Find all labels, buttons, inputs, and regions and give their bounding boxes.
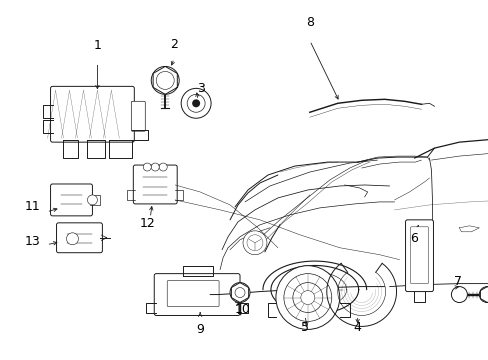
Circle shape [181, 88, 211, 118]
Circle shape [229, 283, 249, 302]
Text: 2: 2 [170, 37, 178, 50]
Circle shape [159, 163, 167, 171]
Circle shape [151, 163, 159, 171]
Text: 8: 8 [305, 15, 313, 28]
Circle shape [187, 94, 204, 112]
Circle shape [246, 235, 263, 251]
Circle shape [478, 287, 488, 302]
FancyBboxPatch shape [50, 86, 134, 142]
Circle shape [275, 266, 339, 329]
FancyBboxPatch shape [167, 280, 219, 306]
Circle shape [192, 99, 200, 107]
Text: 6: 6 [410, 232, 418, 245]
Text: 7: 7 [453, 275, 462, 288]
Text: 5: 5 [300, 321, 308, 334]
Circle shape [143, 163, 151, 171]
FancyBboxPatch shape [133, 165, 177, 204]
Circle shape [87, 195, 97, 205]
Circle shape [235, 288, 244, 298]
Text: 9: 9 [196, 323, 203, 337]
Circle shape [292, 283, 322, 312]
Circle shape [156, 71, 174, 89]
Circle shape [300, 291, 314, 305]
Text: 4: 4 [353, 321, 361, 334]
Circle shape [151, 67, 179, 94]
Text: 12: 12 [139, 217, 155, 230]
Circle shape [284, 274, 331, 321]
FancyBboxPatch shape [405, 220, 432, 292]
Text: 13: 13 [25, 235, 41, 248]
Circle shape [66, 233, 78, 245]
Text: 3: 3 [197, 82, 204, 95]
Circle shape [243, 231, 266, 255]
FancyBboxPatch shape [50, 184, 92, 216]
FancyBboxPatch shape [410, 227, 427, 284]
Circle shape [450, 287, 467, 302]
FancyBboxPatch shape [131, 101, 145, 131]
FancyBboxPatch shape [154, 274, 240, 315]
Text: 10: 10 [235, 302, 250, 315]
FancyBboxPatch shape [57, 223, 102, 253]
Text: 11: 11 [25, 201, 41, 213]
Text: 1: 1 [93, 40, 101, 53]
